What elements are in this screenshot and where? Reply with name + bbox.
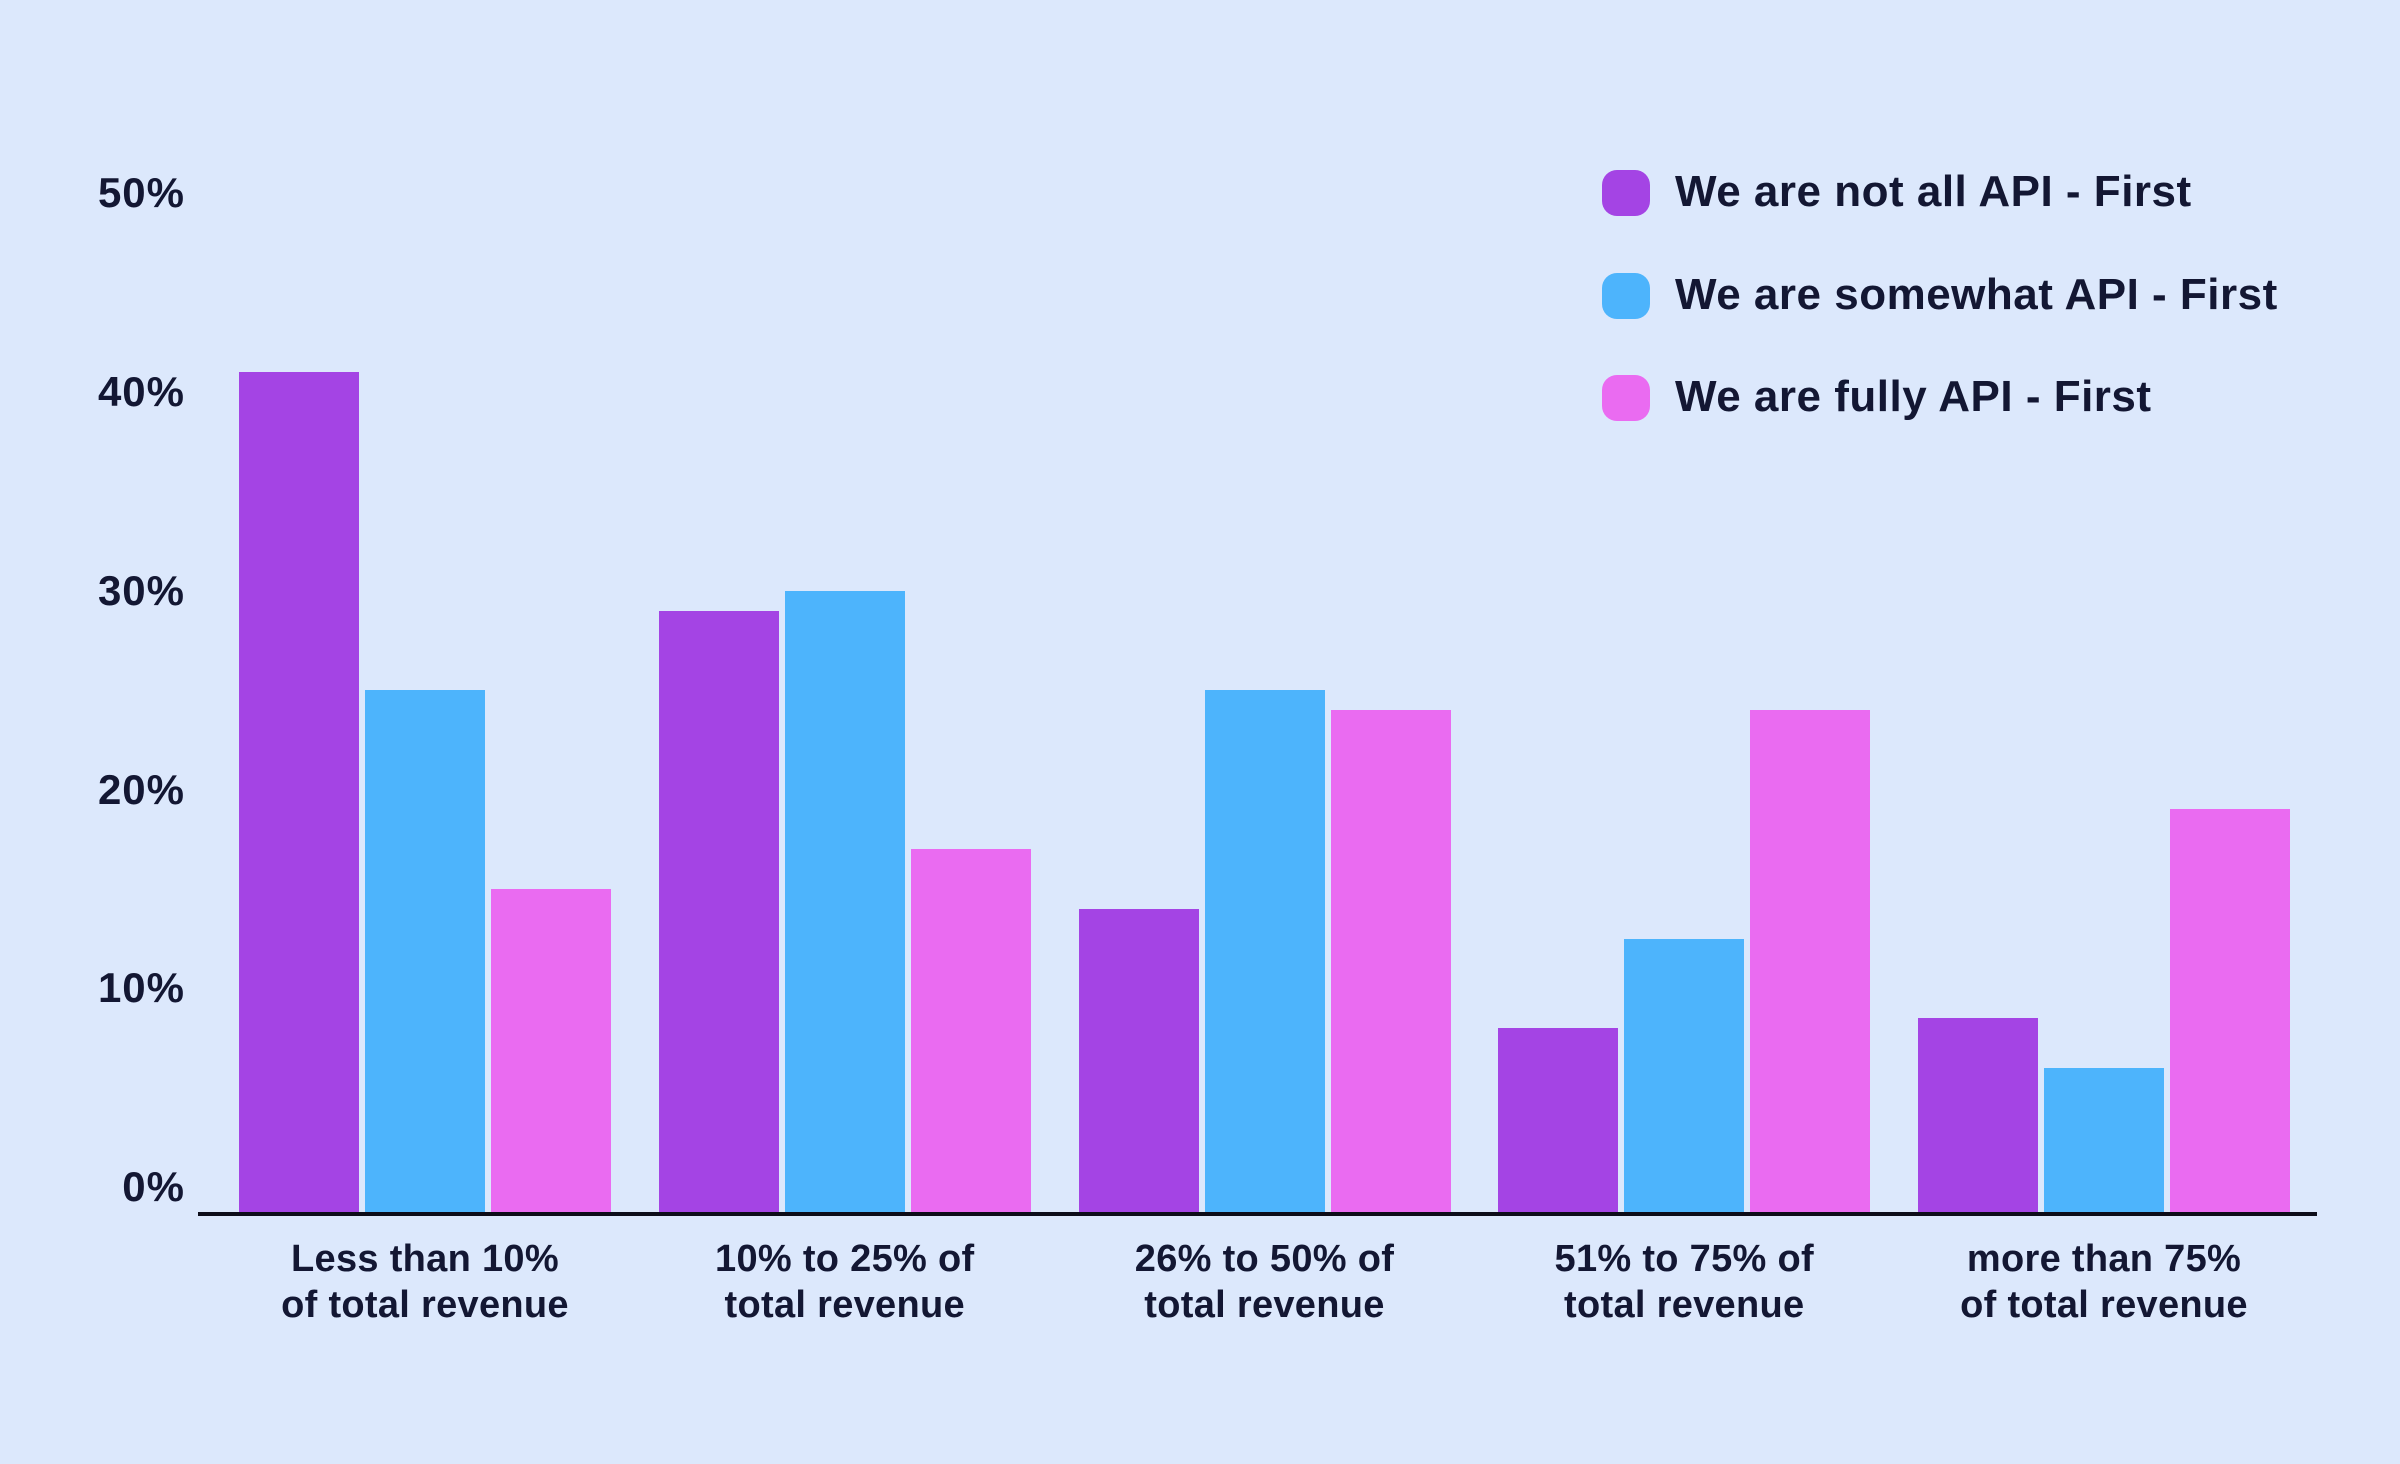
bar-series3-group2 bbox=[910, 849, 1031, 1214]
bar-series2-group4 bbox=[1624, 938, 1745, 1214]
x-axis-line bbox=[198, 1212, 2317, 1216]
bar-series3-group5 bbox=[2170, 809, 2290, 1214]
bar-series3-group1 bbox=[491, 888, 611, 1214]
bar-series1-group1 bbox=[239, 372, 359, 1214]
y-tick-label-30pct: 30% bbox=[97, 566, 185, 614]
bar-series2-group5 bbox=[2044, 1067, 2164, 1214]
legend-label-series2: We are somewhat API - First bbox=[1675, 270, 2278, 319]
legend-swatch-series1 bbox=[1602, 170, 1650, 216]
legend-label-series3: We are fully API - First bbox=[1675, 372, 2152, 421]
bar-series1-group2 bbox=[658, 610, 779, 1214]
legend-swatch-series2 bbox=[1602, 273, 1650, 319]
bar-series1-group5 bbox=[1918, 1018, 2038, 1214]
x-category-label-1: Less than 10% of total revenue bbox=[281, 1238, 569, 1326]
bar-series3-group4 bbox=[1750, 710, 1871, 1214]
y-tick-label-50pct: 50% bbox=[97, 169, 185, 217]
x-category-label-2: 10% to 25% of total revenue bbox=[715, 1238, 975, 1326]
bar-series1-group3 bbox=[1078, 908, 1199, 1214]
y-tick-label-20pct: 20% bbox=[97, 765, 185, 813]
y-tick-label-0pct: 0% bbox=[122, 1163, 185, 1210]
legend-label-series1: We are not all API - First bbox=[1675, 167, 2192, 216]
bar-series3-group3 bbox=[1330, 710, 1451, 1214]
bar-series2-group1 bbox=[365, 690, 485, 1214]
x-category-label-3: 26% to 50% of total revenue bbox=[1134, 1238, 1395, 1326]
bar-series2-group3 bbox=[1204, 690, 1325, 1214]
y-tick-label-10pct: 10% bbox=[97, 964, 185, 1012]
x-category-label-4: 51% to 75% of total revenue bbox=[1554, 1238, 1814, 1326]
x-category-label-5: more than 75% of total revenue bbox=[1960, 1238, 2248, 1326]
y-tick-label-40pct: 40% bbox=[97, 368, 185, 415]
legend-swatch-series3 bbox=[1602, 375, 1650, 421]
bar-series1-group4 bbox=[1498, 1028, 1619, 1214]
bar-series2-group2 bbox=[784, 590, 905, 1214]
